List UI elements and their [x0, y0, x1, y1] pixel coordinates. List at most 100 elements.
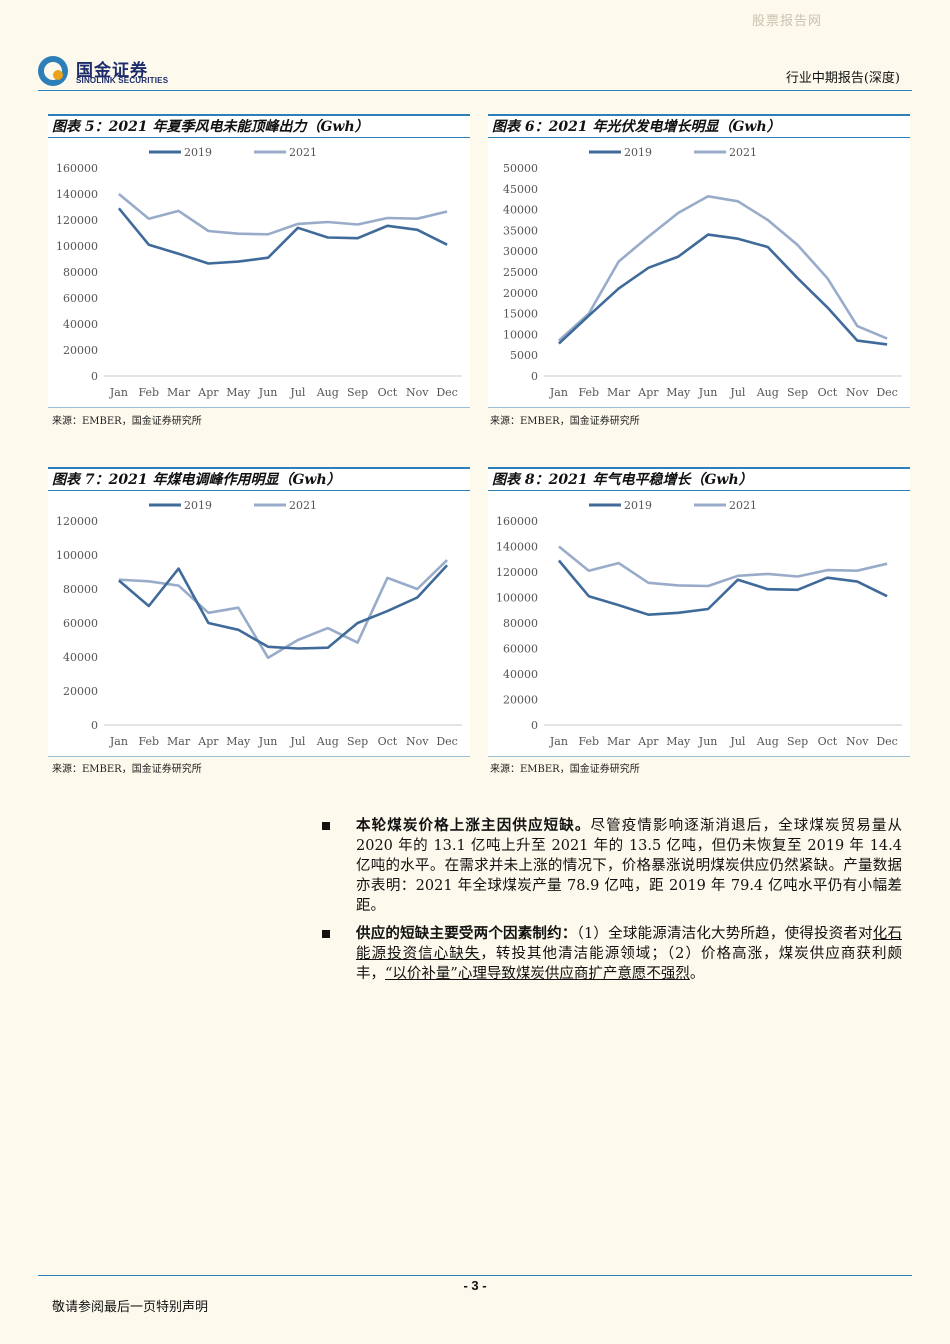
x-tick-label: Nov [406, 386, 429, 399]
report-type: 行业中期报告(深度) [785, 71, 900, 86]
y-tick-label: 100000 [56, 549, 98, 562]
figure-source: 来源：EMBER，国金证券研究所 [52, 416, 202, 427]
y-tick-label: 60000 [63, 292, 98, 305]
underlined-text: “以价补量”心理导致煤炭供应商扩产意愿不强烈 [385, 966, 690, 982]
x-tick-label: Oct [378, 735, 398, 748]
figure-source: 来源：EMBER，国金证券研究所 [490, 764, 640, 775]
bullet-paragraph: 本轮煤炭价格上涨主因供应短缺。尽管疫情影响逐渐消退后，全球煤炭贸易量从 2020… [320, 816, 902, 916]
x-tick-label: May [226, 386, 251, 399]
legend-label-2021: 2021 [729, 146, 757, 159]
legend-label-2019: 2019 [184, 499, 212, 512]
x-tick-label: Apr [637, 735, 659, 748]
y-tick-label: 80000 [63, 583, 98, 596]
x-tick-label: Oct [378, 386, 398, 399]
figure-8: 图表 8：2021 年气电平稳增长（Gwh） 0 20000 40000 60000 8… [488, 467, 910, 757]
x-tick-label: Jun [698, 735, 718, 748]
x-tick-label: Sep [347, 386, 368, 399]
bullet-paragraph: 供应的短缺主要受两个因素制约：（1）全球能源清洁化大势所趋，使得投资者对化石能源… [320, 924, 902, 984]
series-line-2019 [118, 564, 449, 650]
header-divider [38, 90, 912, 91]
y-tick-label: 0 [531, 719, 538, 732]
y-tick-label: 40000 [503, 668, 538, 681]
y-tick-label: 20000 [63, 685, 98, 698]
bullet-text: 。 [689, 966, 705, 982]
y-tick-label: 35000 [503, 224, 538, 237]
x-tick-label: Jan [549, 386, 568, 399]
y-tick-label: 50000 [503, 162, 538, 175]
figure-5: 图表 5：2021 年夏季风电未能顶峰出力（Gwh） 0 20000 40000 60… [48, 114, 470, 408]
y-tick-label: 120000 [56, 515, 98, 528]
y-tick-label: 80000 [63, 266, 98, 279]
y-tick-label: 40000 [63, 651, 98, 664]
x-tick-label: Feb [138, 386, 159, 399]
y-tick-label: 140000 [496, 541, 538, 554]
legend-label-2019: 2019 [624, 146, 652, 159]
y-tick-label: 20000 [503, 287, 538, 300]
page-number: - 3 - [463, 1278, 487, 1293]
y-tick-label: 0 [91, 719, 98, 732]
x-tick-label: Dec [876, 735, 898, 748]
series-line-2019 [558, 233, 888, 346]
figure-title: 图表 7：2021 年煤电调峰作用明显（Gwh） [52, 472, 341, 488]
x-tick-label: Jul [729, 735, 745, 748]
x-tick-label: Apr [197, 386, 219, 399]
x-tick-label: Oct [818, 386, 838, 399]
logo-text-cn: 国金证券 [76, 61, 148, 81]
x-tick-label: Aug [756, 735, 779, 748]
y-tick-label: 5000 [510, 349, 538, 362]
x-tick-label: Sep [347, 735, 368, 748]
y-tick-label: 40000 [503, 204, 538, 217]
x-tick-label: Mar [167, 735, 191, 748]
x-tick-label: Jul [289, 735, 305, 748]
series-line-2021 [118, 559, 449, 660]
series-line-2019 [557, 559, 888, 616]
x-tick-label: Jun [698, 386, 718, 399]
y-tick-label: 15000 [503, 308, 538, 321]
figure-6: 图表 6：2021 年光伏发电增长明显（Gwh） 0 5000 10000 15000… [488, 114, 910, 408]
x-tick-label: Mar [607, 735, 631, 748]
series-line-2021 [558, 194, 888, 342]
x-tick-label: Jul [729, 386, 745, 399]
line-chart: 0 20000 40000 60000 80000 100000 120000 140000 1… [56, 146, 462, 399]
bullet-text: ，转投其他清洁能源领域；（2）价格高涨，煤炭供应商获利颇丰， [356, 946, 903, 982]
bullet-lead: 供应的短缺主要受两个因素制约： [356, 925, 577, 942]
y-tick-label: 120000 [496, 566, 538, 579]
y-tick-label: 20000 [503, 694, 538, 707]
y-tick-label: 140000 [56, 188, 98, 201]
y-tick-label: 160000 [56, 162, 98, 175]
x-tick-label: Jan [549, 735, 568, 748]
logo-mark-icon [38, 56, 68, 86]
y-tick-label: 100000 [496, 592, 538, 605]
bullet-square-icon [322, 930, 330, 938]
y-tick-label: 10000 [503, 328, 538, 341]
logo-text-en: SINOLINK SECURITIES [76, 76, 169, 85]
bullet-square-icon [322, 822, 330, 830]
y-tick-label: 30000 [503, 245, 538, 258]
legend-label-2021: 2021 [729, 499, 757, 512]
y-tick-label: 40000 [63, 318, 98, 331]
bullet-text: （1）全球能源清洁化大势所趋，使得投资者对 [576, 926, 873, 942]
x-tick-label: Apr [197, 735, 219, 748]
legend-label-2021: 2021 [289, 146, 317, 159]
y-tick-label: 160000 [496, 515, 538, 528]
x-tick-label: May [666, 735, 691, 748]
x-tick-label: Apr [637, 386, 659, 399]
bullet-lead: 本轮煤炭价格上涨主因供应短缺。 [356, 817, 591, 834]
y-tick-label: 120000 [56, 214, 98, 227]
series-line-2021 [558, 545, 888, 588]
figure-7: 图表 7：2021 年煤电调峰作用明显（Gwh） 0 20000 40000 6000… [48, 467, 470, 757]
footer-divider [38, 1275, 912, 1276]
x-tick-label: Mar [167, 386, 191, 399]
x-tick-label: Feb [138, 735, 159, 748]
y-tick-label: 20000 [63, 344, 98, 357]
x-tick-label: Dec [436, 735, 458, 748]
x-tick-label: Jun [258, 735, 278, 748]
disclaimer: 敬请参阅最后一页特别声明 [52, 1300, 209, 1315]
y-tick-label: 60000 [63, 617, 98, 630]
figure-title: 图表 5：2021 年夏季风电未能顶峰出力（Gwh） [52, 119, 369, 135]
x-tick-label: Aug [316, 735, 339, 748]
x-tick-label: Oct [818, 735, 838, 748]
line-chart: 0 20000 40000 60000 80000 100000 120000 140000 1… [496, 499, 902, 748]
x-tick-label: Dec [436, 386, 458, 399]
watermark: 股票报告网 [752, 14, 823, 29]
